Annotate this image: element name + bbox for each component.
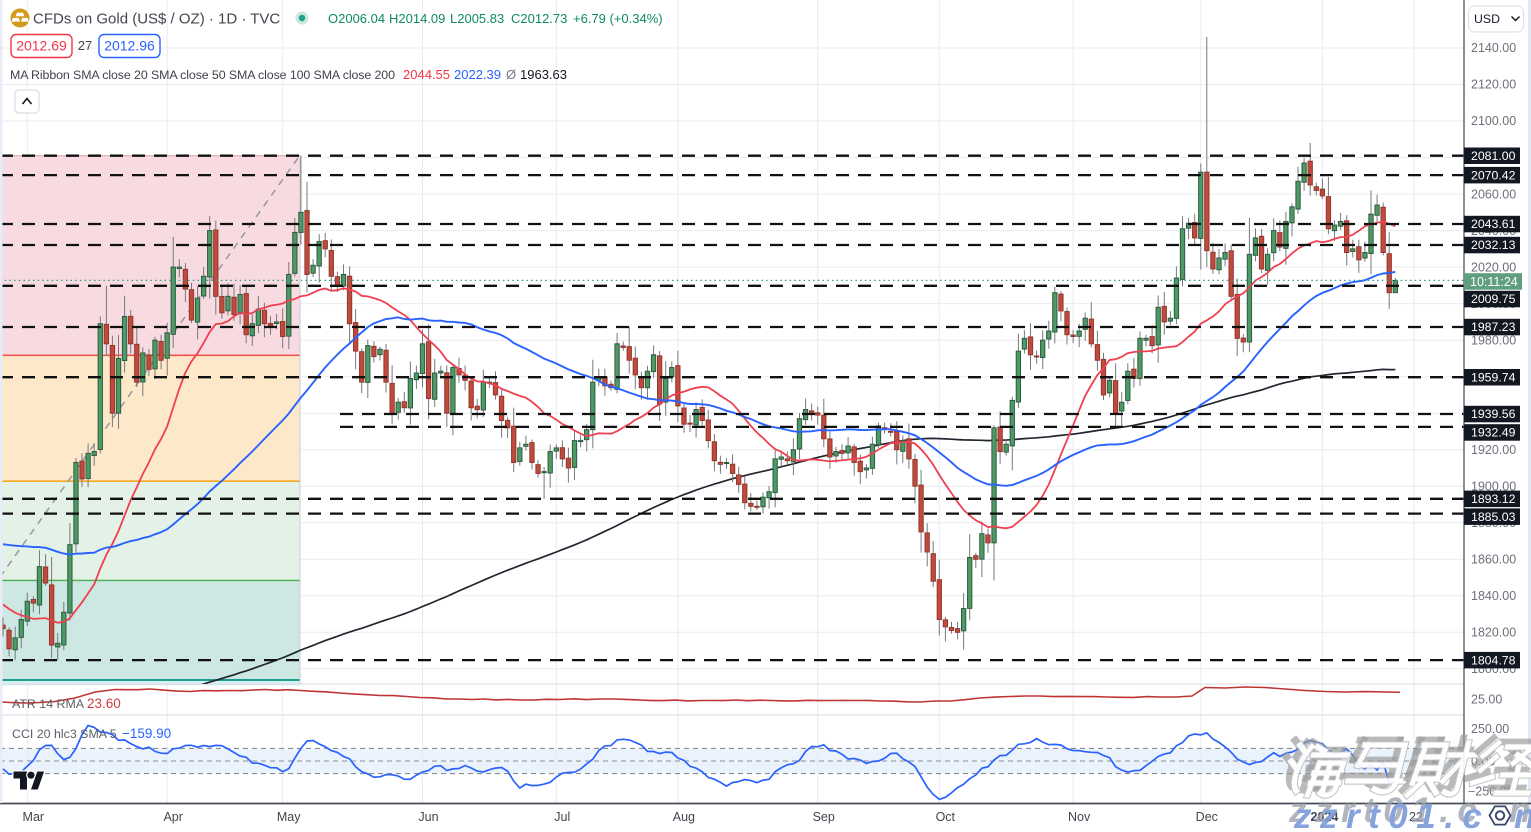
- svg-text:1980.00: 1980.00: [1471, 333, 1516, 347]
- svg-text:MA Ribbon SMA close 20 SMA clo: MA Ribbon SMA close 20 SMA close 50 SMA …: [10, 68, 395, 82]
- svg-text:1804.78: 1804.78: [1471, 653, 1516, 667]
- svg-text:27: 27: [78, 38, 92, 53]
- svg-text:L2005.83: L2005.83: [450, 11, 504, 26]
- svg-text:2100.00: 2100.00: [1471, 114, 1516, 128]
- svg-text:CFDs on Gold (US$ / OZ) · 1D ·: CFDs on Gold (US$ / OZ) · 1D · TVC: [33, 11, 280, 28]
- svg-text:Ø: Ø: [506, 67, 516, 82]
- svg-text:USD: USD: [1474, 12, 1500, 26]
- svg-text:2020.00: 2020.00: [1471, 260, 1516, 274]
- svg-text:2012.69: 2012.69: [16, 38, 67, 54]
- svg-text:Jun: Jun: [418, 810, 438, 824]
- svg-text:+6.79 (+0.34%): +6.79 (+0.34%): [573, 11, 663, 26]
- svg-text:Oct: Oct: [936, 810, 956, 824]
- svg-text:2120.00: 2120.00: [1471, 78, 1516, 92]
- svg-text:1939.56: 1939.56: [1471, 407, 1516, 421]
- svg-text:1885.03: 1885.03: [1471, 510, 1516, 524]
- svg-text:1987.23: 1987.23: [1471, 320, 1516, 334]
- svg-text:2060.00: 2060.00: [1471, 187, 1516, 201]
- svg-text:1900.00: 1900.00: [1471, 479, 1516, 493]
- svg-text:n: n: [1514, 797, 1531, 832]
- svg-text:O2006.04: O2006.04: [328, 11, 385, 26]
- svg-text:zzrt01.c: zzrt01.c: [1293, 797, 1490, 832]
- svg-text:1963.63: 1963.63: [520, 67, 567, 82]
- svg-text:Nov: Nov: [1068, 810, 1091, 824]
- svg-text:2044.55: 2044.55: [403, 67, 450, 82]
- svg-text:2070.42: 2070.42: [1471, 168, 1516, 182]
- svg-text:2081.00: 2081.00: [1471, 149, 1516, 163]
- svg-text:1840.00: 1840.00: [1471, 589, 1516, 603]
- svg-text:25.00: 25.00: [1471, 692, 1502, 706]
- svg-text:May: May: [277, 810, 301, 824]
- svg-text:2022.39: 2022.39: [454, 67, 501, 82]
- svg-text:2043.61: 2043.61: [1471, 217, 1516, 231]
- svg-text:Apr: Apr: [163, 810, 182, 824]
- svg-text:2140.00: 2140.00: [1471, 41, 1516, 55]
- svg-text:2009.75: 2009.75: [1471, 292, 1516, 306]
- svg-text:Sep: Sep: [813, 810, 835, 824]
- svg-text:22: 22: [1409, 810, 1423, 824]
- svg-text:23.60: 23.60: [87, 696, 121, 711]
- svg-text:Mar: Mar: [23, 810, 45, 824]
- svg-text:ATR 14 RMA: ATR 14 RMA: [12, 697, 85, 711]
- svg-text:1932.49: 1932.49: [1471, 426, 1516, 440]
- svg-text:1820.00: 1820.00: [1471, 626, 1516, 640]
- svg-text:1893.12: 1893.12: [1471, 492, 1516, 506]
- svg-text:n: n: [1509, 791, 1530, 830]
- svg-text:2024: 2024: [1310, 810, 1338, 824]
- svg-text:Aug: Aug: [673, 810, 695, 824]
- svg-text:1860.00: 1860.00: [1471, 553, 1516, 567]
- svg-text:Jul: Jul: [554, 810, 570, 824]
- svg-text:2032.13: 2032.13: [1471, 238, 1516, 252]
- svg-text:1920.00: 1920.00: [1471, 443, 1516, 457]
- svg-text:10:11:24: 10:11:24: [1470, 275, 1518, 289]
- svg-text:Dec: Dec: [1196, 810, 1218, 824]
- svg-text:−159.90: −159.90: [122, 726, 171, 741]
- svg-text:CCI 20 hlc3 SMA 5: CCI 20 hlc3 SMA 5: [12, 727, 117, 741]
- svg-text:H2014.09: H2014.09: [389, 11, 445, 26]
- svg-text:250.00: 250.00: [1471, 722, 1509, 736]
- svg-text:1959.74: 1959.74: [1471, 370, 1516, 384]
- svg-text:2012.96: 2012.96: [104, 38, 155, 54]
- svg-text:C2012.73: C2012.73: [511, 11, 567, 26]
- svg-text:zzrt01.c: zzrt01.c: [1288, 791, 1485, 830]
